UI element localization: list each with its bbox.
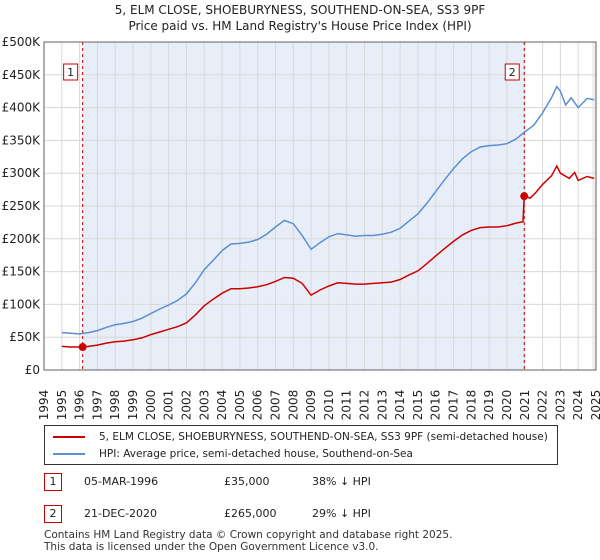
- x-tick-label: 2011: [340, 390, 354, 421]
- transaction-label-box: [63, 63, 79, 81]
- x-tick-label: 2006: [251, 390, 265, 421]
- transaction-label-text: 1: [67, 66, 74, 79]
- transaction-label-text: 2: [509, 66, 516, 79]
- x-tick-label: 2025: [589, 390, 600, 421]
- y-tick-label: £500K: [2, 35, 42, 49]
- y-tick-label: £450K: [2, 68, 42, 82]
- legend-label-property: 5, ELM CLOSE, SHOEBURYNESS, SOUTHEND-ON-…: [99, 431, 548, 443]
- legend-item-hpi: HPI: Average price, semi-detached house,…: [53, 446, 413, 462]
- y-tick-label: £150K: [2, 265, 42, 279]
- chart-title: 5, ELM CLOSE, SHOEBURYNESS, SOUTHEND-ON-…: [114, 3, 486, 17]
- footer: Contains HM Land Registry data © Crown c…: [44, 529, 452, 553]
- x-tick-label: 2021: [518, 390, 532, 421]
- footer-copyright: Contains HM Land Registry data © Crown c…: [44, 529, 453, 541]
- x-tick-label: 2014: [393, 390, 407, 421]
- x-tick-label: 1997: [90, 390, 104, 421]
- x-tick-label: 2005: [233, 390, 247, 421]
- x-tick-label: 2022: [536, 390, 550, 421]
- y-tick-label: £200K: [2, 232, 42, 246]
- series-hpi-line: [61, 85, 595, 335]
- chart-legend: 5, ELM CLOSE, SHOEBURYNESS, SOUTHEND-ON-…: [44, 425, 558, 465]
- transaction-price: £265,000: [224, 507, 277, 520]
- x-tick-label: 1999: [126, 390, 140, 421]
- x-tick-label: 2012: [358, 390, 372, 421]
- transaction-row: 1 05-MAR-1996 £35,000 38% ↓ HPI: [44, 473, 584, 493]
- transaction-point: [78, 343, 87, 352]
- transaction-price: £35,000: [224, 475, 270, 488]
- legend-swatch-property: [53, 436, 85, 438]
- legend-swatch-hpi: [53, 453, 85, 455]
- transaction-hpi-diff: 29% ↓ HPI: [312, 507, 371, 520]
- footer-licence: This data is licensed under the Open Gov…: [44, 541, 379, 553]
- x-tick-label: 2016: [429, 390, 443, 421]
- x-tick-label: 2015: [411, 390, 425, 421]
- x-tick-label: 2002: [179, 390, 193, 421]
- transaction-badge: 1: [44, 473, 62, 491]
- y-tick-label: £100K: [2, 297, 42, 311]
- x-tick-label: 2018: [464, 390, 478, 421]
- x-tick-label: 2020: [500, 390, 514, 421]
- y-tick-label: £50K: [9, 330, 41, 344]
- x-tick-label: 2001: [162, 390, 176, 421]
- x-tick-label: 2004: [215, 390, 229, 421]
- y-tick-label: £400K: [2, 101, 42, 115]
- x-tick-label: 2013: [375, 390, 389, 421]
- y-tick-label: £250K: [2, 199, 42, 213]
- x-tick-label: 2000: [144, 390, 158, 421]
- legend-item-property: 5, ELM CLOSE, SHOEBURYNESS, SOUTHEND-ON-…: [53, 429, 548, 445]
- transaction-date: 21-DEC-2020: [84, 507, 158, 520]
- transaction-point: [520, 192, 529, 201]
- x-tick-label: 2023: [553, 390, 567, 421]
- x-tick-label: 2019: [482, 390, 496, 421]
- y-tick-label: £350K: [2, 133, 42, 147]
- x-tick-label: 1998: [108, 390, 122, 421]
- x-tick-label: 2009: [304, 390, 318, 421]
- price-chart: £0 £50K £100K £150K £200K £250K £300K £350K £400…: [2, 35, 600, 421]
- x-tick-label: 2003: [197, 390, 211, 421]
- x-tick-label: 2007: [268, 390, 282, 421]
- transaction-badge: 2: [44, 505, 62, 523]
- transaction-hpi-diff: 38% ↓ HPI: [312, 475, 371, 488]
- transaction-label-box: [504, 63, 520, 81]
- x-tick-label: 1994: [37, 390, 51, 421]
- y-tick-label: £300K: [2, 166, 42, 180]
- y-tick-label: £0: [25, 363, 40, 377]
- transaction-date: 05-MAR-1996: [84, 475, 159, 488]
- x-tick-label: 1996: [73, 390, 87, 421]
- x-tick-label: 2010: [322, 390, 336, 421]
- chart-subtitle: Price paid vs. HM Land Registry's House …: [128, 19, 472, 33]
- legend-label-hpi: HPI: Average price, semi-detached house,…: [99, 448, 413, 460]
- x-tick-label: 2024: [571, 390, 585, 421]
- x-tick-label: 1995: [55, 390, 69, 421]
- x-tick-label: 2017: [447, 390, 461, 421]
- plot-border: [43, 41, 597, 371]
- x-tick-label: 2008: [286, 390, 300, 421]
- transaction-row: 2 21-DEC-2020 £265,000 29% ↓ HPI: [44, 505, 584, 525]
